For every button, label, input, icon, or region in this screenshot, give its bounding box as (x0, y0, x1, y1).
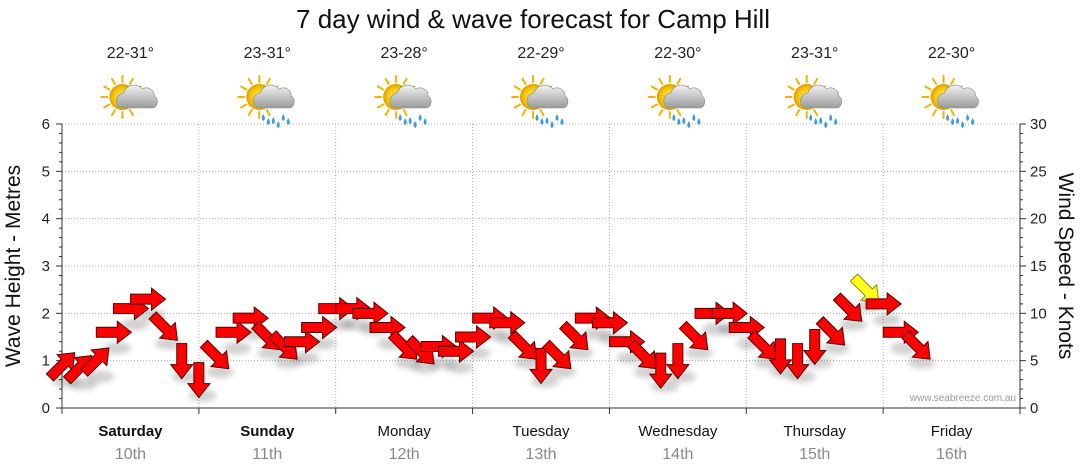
wind-arrow-shadow (86, 370, 115, 383)
left-tick-label: 2 (42, 305, 50, 322)
showers-icon (374, 75, 432, 128)
right-tick-label: 5 (1030, 353, 1038, 370)
showers-icon (784, 75, 842, 128)
day-name: Sunday (240, 423, 295, 440)
wind-arrow (284, 329, 321, 354)
y-axis-label-right: Wind Speed - Knots (1054, 173, 1077, 360)
day-date: 12th (389, 446, 420, 463)
right-tick-label: 15 (1030, 258, 1047, 275)
wind-arrow (678, 320, 709, 351)
day-temperature: 23-31° (791, 45, 838, 62)
right-tick-label: 25 (1030, 163, 1047, 180)
wind-arrow (507, 330, 538, 360)
wind-arrow (711, 301, 748, 326)
day-date: 16th (936, 446, 967, 463)
day-name: Wednesday (638, 423, 717, 440)
day-name: Monday (377, 423, 431, 440)
wind-arrow (79, 347, 110, 377)
right-y-ticks: 0 5 10 15 20 25 30 (1020, 116, 1047, 417)
wind-arrow (591, 310, 629, 335)
left-tick-label: 0 (42, 400, 50, 417)
day-temperature: 23-28° (380, 45, 427, 62)
day-name: Tuesday (513, 423, 570, 440)
wind-arrow (768, 338, 793, 375)
day-headers: 22-31° Saturday 10th 23-31° Sunday 11th 23-28°… (98, 45, 979, 463)
wind-arrow (815, 316, 846, 346)
wind-arrow-shadow (445, 361, 474, 374)
wind-arrow-shadow (291, 351, 320, 364)
wind-arrow (901, 330, 931, 360)
day-date: 10th (115, 446, 146, 463)
day-temperature: 22-31° (107, 45, 154, 62)
right-tick-label: 10 (1030, 305, 1047, 322)
left-tick-label: 4 (42, 211, 50, 228)
wind-arrow (541, 339, 572, 370)
wind-arrow (352, 301, 389, 326)
wind-arrow (528, 347, 554, 385)
day-name: Saturday (98, 423, 163, 440)
showers-icon (511, 75, 569, 128)
day-name: Friday (931, 423, 973, 440)
wind-arrow-shadow (223, 342, 252, 355)
wind-arrow-shadow (103, 342, 132, 355)
day-name: Thursday (783, 423, 846, 440)
day-date: 11th (252, 446, 282, 463)
right-tick-label: 20 (1030, 211, 1047, 228)
showers-icon (237, 75, 295, 128)
showers-icon (647, 75, 706, 128)
credit-text: www.seabreeze.com.au (909, 393, 1016, 404)
day-date: 14th (662, 446, 693, 463)
showers-icon (921, 75, 979, 128)
wind-arrow-shadow (120, 318, 149, 331)
wind-arrow (455, 324, 492, 350)
y-axis-label-left: Wave Height - Metres (2, 165, 25, 367)
wind-arrow (802, 328, 827, 366)
wind-arrow (95, 320, 133, 345)
day-temperature: 22-30° (928, 45, 975, 62)
wind-arrow (665, 343, 690, 380)
day-temperature: 22-29° (517, 45, 564, 62)
left-tick-label: 1 (42, 353, 50, 370)
wind-arrow (130, 287, 167, 312)
right-tick-label: 0 (1030, 400, 1038, 417)
wind-arrow (148, 311, 178, 341)
wind-arrow (186, 362, 211, 399)
wind-arrow (785, 343, 810, 380)
partly-cloudy-icon (100, 75, 158, 119)
chart-title: 7 day wind & wave forecast for Camp Hill (296, 4, 770, 34)
wind-arrow (301, 315, 338, 340)
wind-arrow (199, 339, 230, 370)
wind-arrow (832, 292, 863, 322)
left-tick-label: 6 (42, 116, 50, 133)
wind-arrow (169, 343, 194, 380)
day-temperature: 23-31° (244, 45, 291, 62)
wind-arrow-shadow (69, 378, 98, 391)
day-date: 15th (799, 446, 830, 463)
wind-arrow (437, 339, 475, 364)
left-tick-label: 3 (42, 258, 50, 275)
wind-arrow-shadow (873, 313, 902, 326)
wind-arrow (45, 352, 76, 382)
wind-arrows (45, 273, 931, 399)
wind-arrow (648, 352, 673, 389)
wind-arrow (865, 291, 902, 316)
wind-arrow (627, 339, 657, 370)
left-tick-label: 5 (42, 163, 50, 180)
day-temperature: 22-30° (654, 45, 701, 62)
day-date: 13th (525, 446, 556, 463)
wind-arrow (489, 310, 526, 335)
wind-arrow (215, 320, 252, 345)
wind-arrow (747, 330, 777, 360)
wind-arrow (558, 320, 589, 351)
right-tick-label: 30 (1030, 116, 1047, 133)
